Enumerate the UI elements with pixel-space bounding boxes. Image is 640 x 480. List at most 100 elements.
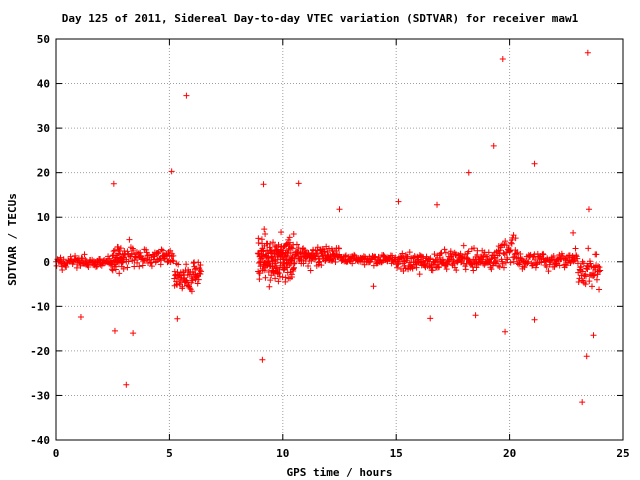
data-point <box>92 263 99 270</box>
data-point <box>290 231 297 238</box>
outlier-point <box>110 180 117 187</box>
chart-title: Day 125 of 2011, Sidereal Day-to-day VTE… <box>62 12 579 25</box>
data-point <box>275 278 282 285</box>
data-point <box>81 251 88 258</box>
data-point <box>426 256 433 263</box>
data-point <box>517 254 524 261</box>
data-point <box>170 252 177 259</box>
data-point <box>427 255 434 262</box>
axis-ticks: 0 5 10 15 20 25 -40 -30 -20 -10 0 10 20 30 40 50 <box>30 33 630 460</box>
data-point <box>324 249 331 256</box>
data-point <box>301 247 308 254</box>
data-point <box>259 255 266 262</box>
data-point <box>494 257 501 264</box>
outlier-point <box>111 327 118 334</box>
data-point <box>447 250 454 257</box>
data-point <box>148 263 155 270</box>
data-point <box>198 268 205 275</box>
data-point <box>67 253 74 260</box>
data-point <box>130 247 137 254</box>
data-point <box>283 241 290 248</box>
data-point <box>266 244 273 251</box>
data-point <box>194 280 201 287</box>
data-point <box>53 262 60 269</box>
data-point <box>288 274 295 281</box>
data-point <box>349 260 356 267</box>
data-point <box>339 256 346 263</box>
data-point <box>272 260 279 267</box>
data-point <box>439 256 446 263</box>
data-point <box>597 267 604 274</box>
data-point <box>273 265 280 272</box>
outlier-point <box>260 181 267 188</box>
data-point <box>580 260 587 267</box>
data-point <box>596 286 603 293</box>
data-point <box>272 275 279 282</box>
data-point <box>336 251 343 258</box>
data-point <box>531 251 538 258</box>
data-point <box>585 245 592 252</box>
data-point <box>596 264 603 271</box>
data-point <box>132 253 139 260</box>
outlier-point <box>336 206 343 213</box>
data-point <box>420 254 427 261</box>
data-point <box>578 263 585 270</box>
data-point <box>525 258 532 265</box>
outlier-point <box>465 169 472 176</box>
data-point <box>85 264 92 271</box>
data-point <box>507 259 514 266</box>
data-point <box>136 263 143 270</box>
outlier-point <box>583 353 590 360</box>
data-point <box>267 248 274 255</box>
data-point <box>447 248 454 255</box>
data-point <box>409 265 416 272</box>
data-point <box>176 280 183 287</box>
data-point <box>464 254 471 261</box>
outlier-point <box>123 381 130 388</box>
data-point <box>157 257 164 264</box>
data-point <box>256 270 263 277</box>
data-point <box>286 239 293 246</box>
data-point <box>186 285 193 291</box>
data-point <box>255 240 262 247</box>
data-point <box>496 250 503 257</box>
data-point <box>175 261 182 268</box>
data-point <box>416 271 423 278</box>
data-point <box>485 249 492 256</box>
data-point <box>114 254 121 261</box>
data-point <box>586 278 593 285</box>
outlier-point <box>295 180 302 187</box>
y-tick-label: 10 <box>37 211 50 224</box>
data-point <box>593 276 600 283</box>
data-point <box>501 251 508 258</box>
data-point <box>126 236 133 243</box>
data-point <box>143 256 150 263</box>
data-point <box>72 252 79 259</box>
data-point <box>197 270 204 277</box>
data-point <box>477 259 484 266</box>
y-tick-label: 40 <box>37 78 50 91</box>
data-point <box>453 267 460 274</box>
data-point <box>297 249 304 256</box>
data-point <box>270 239 277 246</box>
data-point <box>125 258 132 265</box>
data-point <box>503 249 510 256</box>
data-point <box>436 263 443 270</box>
data-point <box>109 267 116 274</box>
data-point <box>588 283 595 290</box>
data-point <box>451 264 458 271</box>
outlier-point <box>259 356 266 363</box>
data-point <box>460 242 467 249</box>
data-point <box>513 250 520 257</box>
data-point <box>470 267 477 274</box>
data-point <box>124 264 131 271</box>
data-point <box>483 253 490 260</box>
grid-lines <box>56 39 623 440</box>
data-point <box>155 250 162 257</box>
data-point <box>316 258 323 265</box>
data-point <box>375 253 382 260</box>
data-point <box>134 259 141 266</box>
data-point <box>254 250 261 257</box>
data-point <box>110 248 117 255</box>
